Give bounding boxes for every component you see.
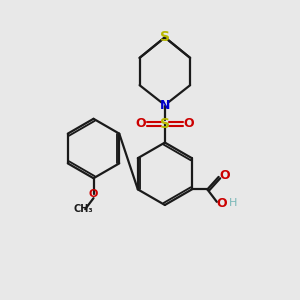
Text: O: O xyxy=(136,117,146,130)
Text: O: O xyxy=(217,197,227,210)
Text: S: S xyxy=(160,30,170,44)
Text: O: O xyxy=(220,169,230,182)
Text: O: O xyxy=(183,117,194,130)
Text: S: S xyxy=(160,117,170,131)
Text: O: O xyxy=(89,189,98,199)
Text: N: N xyxy=(160,99,170,112)
Text: CH₃: CH₃ xyxy=(74,204,94,214)
Text: H: H xyxy=(229,198,237,208)
